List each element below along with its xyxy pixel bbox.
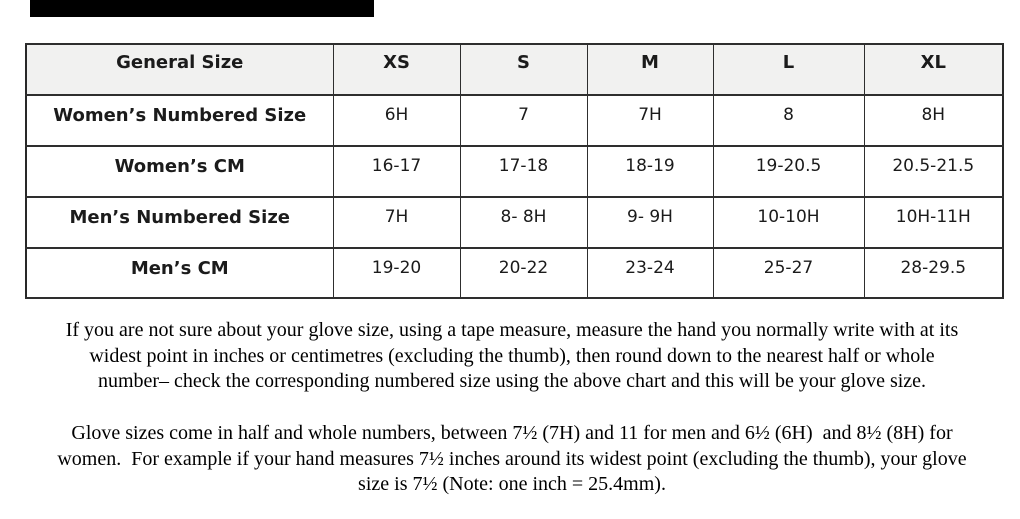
- table-row-mens-numbered-size: Men’s Numbered Size 7H 8- 8H 9- 9H 10-10…: [25, 196, 1004, 249]
- row-label: Women’s Numbered Size: [25, 94, 334, 147]
- size-cell: 20-22: [459, 247, 588, 299]
- paragraph-line: Glove sizes come in half and whole numbe…: [71, 422, 953, 444]
- column-header-m: M: [586, 43, 714, 96]
- size-cell: 20.5-21.5: [863, 145, 1004, 198]
- size-cell: 17-18: [459, 145, 588, 198]
- size-cell: 19-20: [332, 247, 461, 299]
- table-row-mens-cm: Men’s CM 19-20 20-22 23-24 25-27 28-29.5: [25, 247, 1004, 299]
- size-cell: 25-27: [712, 247, 865, 299]
- column-header-l: L: [712, 43, 865, 96]
- row-label: Women’s CM: [25, 145, 334, 198]
- size-cell: 7: [459, 94, 588, 147]
- paragraph-line: size is 7½ (Note: one inch = 25.4mm).: [358, 473, 666, 495]
- size-cell: 9- 9H: [586, 196, 714, 249]
- size-cell: 6H: [332, 94, 461, 147]
- header-row: General Size XS S M L XL: [25, 43, 1004, 96]
- column-header-xl: XL: [863, 43, 1004, 96]
- size-cell: 23-24: [586, 247, 714, 299]
- column-header-s: S: [459, 43, 588, 96]
- size-cell: 19-20.5: [712, 145, 865, 198]
- glove-size-table: General Size XS S M L XL Women’s Numbere…: [25, 43, 1004, 299]
- table-row-womens-cm: Women’s CM 16-17 17-18 18-19 19-20.5 20.…: [25, 145, 1004, 198]
- size-cell: 7H: [332, 196, 461, 249]
- size-range-notes-paragraph: Glove sizes come in half and whole numbe…: [10, 421, 1014, 498]
- size-cell: 10H-11H: [863, 196, 1004, 249]
- size-cell: 10-10H: [712, 196, 865, 249]
- measuring-instructions-paragraph: If you are not sure about your glove siz…: [10, 318, 1014, 395]
- row-label: Men’s Numbered Size: [25, 196, 334, 249]
- size-cell: 8- 8H: [459, 196, 588, 249]
- paragraph-line: widest point in inches or centimetres (e…: [89, 344, 935, 367]
- column-header-general-size: General Size: [25, 43, 334, 96]
- size-cell: 7H: [586, 94, 714, 147]
- column-header-xs: XS: [332, 43, 461, 96]
- paragraph-line: number– check the corresponding numbered…: [97, 370, 927, 392]
- row-label: Men’s CM: [25, 247, 334, 299]
- size-cell: 16-17: [332, 145, 461, 198]
- redacted-header-bar: [30, 0, 374, 17]
- size-cell: 18-19: [586, 145, 714, 198]
- size-cell: 28-29.5: [863, 247, 1004, 299]
- paragraph-line: If you are not sure about your glove siz…: [65, 319, 959, 341]
- paragraph-line: women. For example if your hand measures…: [57, 447, 967, 470]
- size-cell: 8: [712, 94, 865, 147]
- table-row-womens-numbered-size: Women’s Numbered Size 6H 7 7H 8 8H: [25, 94, 1004, 147]
- size-cell: 8H: [863, 94, 1004, 147]
